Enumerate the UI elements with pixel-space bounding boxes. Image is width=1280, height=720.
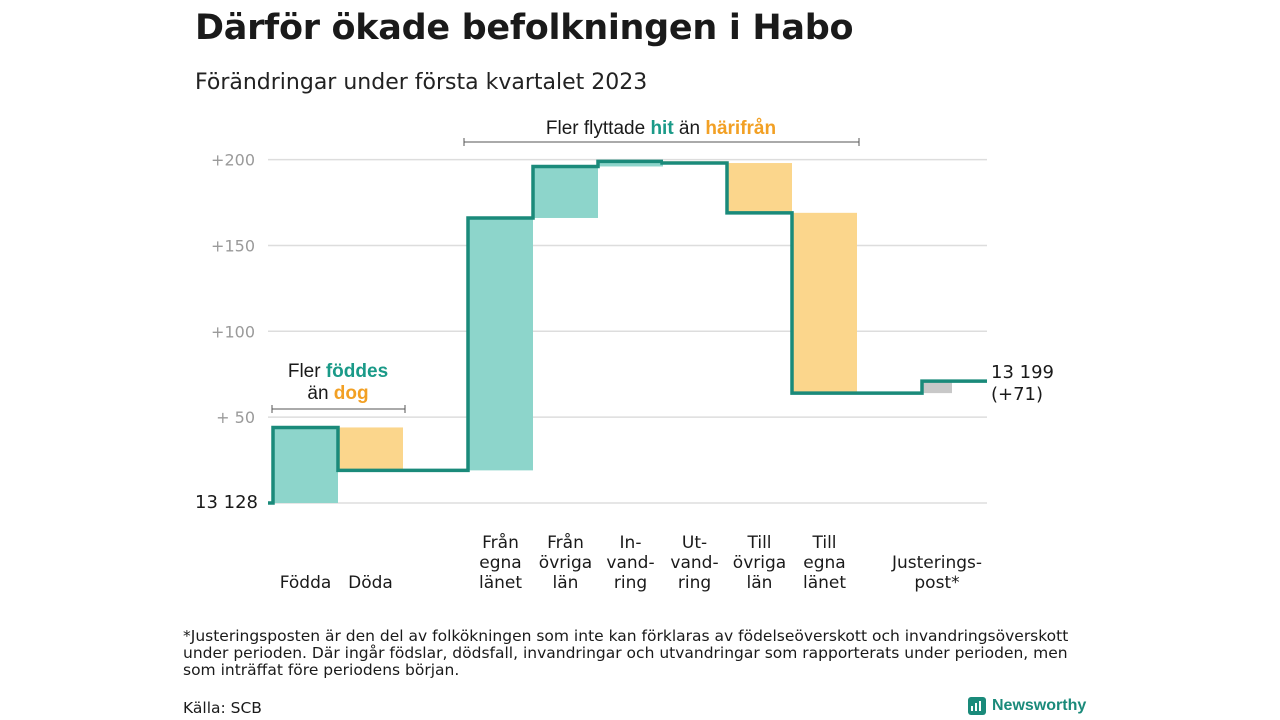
page-title: Därför ökade befolkningen i Habo (195, 8, 854, 48)
x-label-5-line-1: In- (620, 533, 642, 553)
annotation-left-line2-pre: än (307, 383, 333, 404)
annotation-left-line2-em: dog (334, 383, 369, 404)
x-label-8-line-1: Till (811, 533, 836, 553)
annotation-left-line1-pre: Fler (288, 361, 326, 382)
footnote: *Justeringsposten är den del av folkökni… (183, 627, 1069, 679)
x-label-8-line-2: egna (803, 553, 845, 573)
annotation-top-em1: hit (650, 118, 674, 139)
svg-text:än dog: än dog (307, 383, 368, 404)
brand-logo: Newsworthy (968, 697, 1086, 715)
bars (273, 161, 952, 503)
x-label-9-line-2: post* (914, 573, 959, 593)
start-value-label: 13 128 (195, 492, 258, 513)
x-label-2-line-1: Döda (348, 573, 393, 593)
bar-2 (338, 427, 403, 471)
svg-text:Fler flyttade hit än härifrån: Fler flyttade hit än härifrån (546, 118, 776, 139)
x-label-4-line-3: län (553, 573, 579, 593)
x-label-7-line-2: övriga (733, 553, 786, 573)
step-line-group (268, 159, 987, 505)
x-label-5-line-3: ring (614, 573, 647, 593)
x-label-9-line-1: Justerings- (891, 553, 982, 573)
x-label-8-line-3: länet (803, 573, 846, 593)
x-label-1-line-1: Födda (280, 573, 332, 593)
x-label-4-line-2: övriga (539, 553, 592, 573)
y-tick-label-150: +150 (211, 236, 255, 255)
bar-4 (533, 166, 598, 218)
y-axis-ticks: + 50 +100 +150 +200 (211, 151, 255, 428)
page-subtitle: Förändringar under första kvartalet 2023 (195, 70, 648, 95)
annotation-births-deaths: Fler föddes än dog (271, 361, 406, 413)
annotation-left-line1-em: föddes (326, 361, 388, 382)
svg-text:Fler föddes: Fler föddes (288, 361, 388, 382)
x-label-5-line-2: vand- (606, 553, 654, 573)
bar-8 (792, 212, 857, 394)
y-tick-label-100: +100 (211, 322, 255, 341)
annotation-top-em2: härifrån (705, 118, 776, 139)
brand-name: Newsworthy (992, 697, 1087, 714)
x-label-3-line-3: länet (479, 573, 522, 593)
y-tick-label-200: +200 (211, 151, 255, 170)
bar-3 (468, 217, 533, 471)
x-label-6-line-2: vand- (670, 553, 718, 573)
x-axis-labels: Födda DödaFrånegnalänetFrånövrigalänIn-va… (280, 532, 982, 593)
annotation-migration: Fler flyttade hit än härifrån (463, 118, 860, 146)
x-label-7-line-1: Till (746, 533, 771, 553)
x-label-7-line-3: län (747, 573, 773, 593)
end-value-label-line1: 13 199 (991, 362, 1054, 383)
end-value-label-line2: (+71) (991, 384, 1043, 405)
annotation-top-pre: Fler flyttade (546, 118, 651, 139)
annotation-top-mid: än (674, 118, 706, 139)
bar-7 (727, 163, 792, 213)
grid-lines (268, 158, 987, 504)
brand-chart-icon (968, 697, 986, 715)
bar-1 (273, 427, 338, 503)
source-label: Källa: SCB (183, 699, 262, 717)
bar-5 (598, 161, 663, 167)
bar-9 (922, 381, 952, 394)
step-line (268, 159, 987, 505)
x-label-6-line-3: ring (678, 573, 711, 593)
x-label-3-line-1: Från (482, 532, 519, 553)
x-label-6-line-1: Ut- (682, 533, 707, 553)
x-label-4-line-1: Från (547, 532, 584, 553)
y-tick-label-50: + 50 (216, 408, 255, 427)
x-label-3-line-2: egna (479, 553, 521, 573)
